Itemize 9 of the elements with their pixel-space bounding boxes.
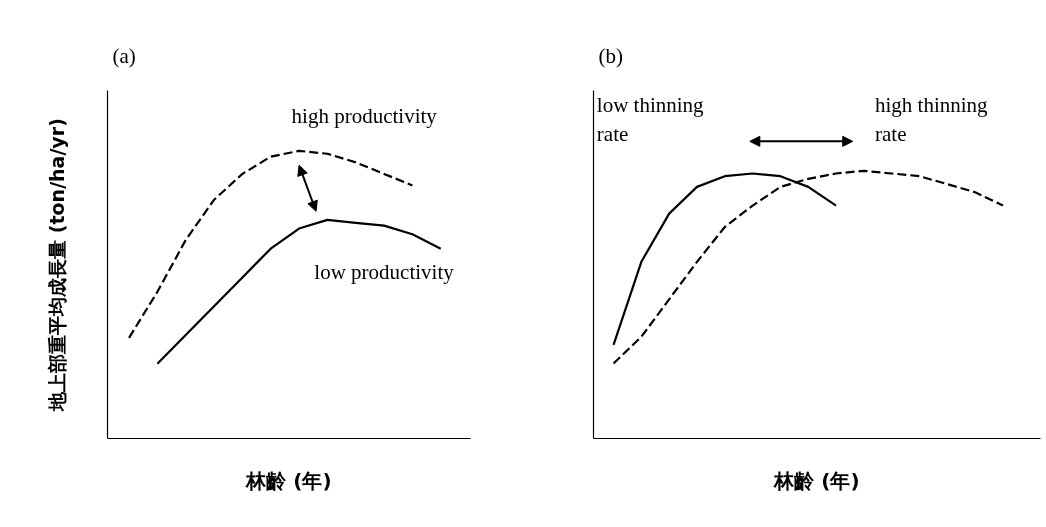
chart-title: (b) bbox=[598, 44, 623, 68]
x-axis-title: 林齡 (年) bbox=[773, 468, 860, 493]
y-axis-title: 地上部重平均成長量 (ton/ha/yr) bbox=[45, 118, 68, 412]
series-label: high productivity bbox=[291, 104, 438, 129]
series-label: high thinning rate bbox=[875, 93, 989, 146]
chart-title: (a) bbox=[112, 44, 136, 68]
x-axis-title: 林齡 (年) bbox=[245, 468, 332, 493]
series-label: low thinning rate bbox=[596, 93, 705, 146]
series-label: low productivity bbox=[314, 259, 455, 284]
